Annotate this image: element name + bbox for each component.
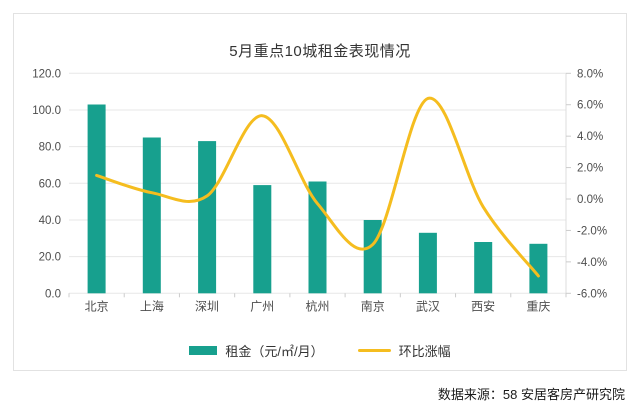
chart-title: 5月重点10城租金表现情况 [229, 43, 411, 60]
x-axis-label: 杭州 [305, 298, 329, 313]
right-axis-tick-label: 6.0% [577, 100, 603, 112]
bar-西安 [474, 242, 493, 294]
left-axis-tick-label: 60.0 [39, 178, 61, 190]
right-axis-tick-label: 8.0% [577, 68, 603, 80]
right-axis-tick-label: 0.0% [577, 194, 603, 206]
x-axis-label: 北京 [85, 299, 109, 313]
bar-上海 [142, 137, 161, 294]
x-axis-label: 武汉 [416, 299, 440, 313]
bar-深圳 [198, 141, 217, 294]
x-axis-label: 南京 [361, 298, 385, 313]
right-axis-tick-label: -6.0% [577, 288, 607, 300]
left-axis-tick-label: 120.0 [32, 68, 61, 80]
right-axis-tick-label: 4.0% [577, 131, 603, 143]
legend: 租金（元/㎡/月） 环比涨幅 [0, 341, 640, 359]
legend-bar-label: 租金（元/㎡/月） [225, 343, 324, 359]
left-axis-tick-label: 20.0 [39, 252, 61, 264]
left-axis-tick-label: 100.0 [32, 105, 61, 117]
bar-重庆 [529, 243, 548, 294]
data-source: 数据来源：58 安居客房产研究院 [437, 387, 625, 402]
right-axis-tick-label: -2.0% [577, 225, 607, 237]
left-axis-tick-label: 0.0 [45, 288, 61, 300]
x-axis-label: 西安 [471, 298, 495, 313]
x-axis-label: 上海 [140, 298, 164, 313]
left-axis-tick-label: 80.0 [39, 142, 61, 154]
bar-杭州 [308, 181, 327, 294]
x-axis-label: 广州 [250, 299, 274, 313]
legend-bar-swatch [189, 345, 218, 355]
legend-line-label: 环比涨幅 [398, 343, 451, 359]
rent-bars [87, 104, 548, 294]
mom-change-curve [95, 96, 540, 278]
bar-北京 [87, 104, 106, 294]
x-axis-label: 深圳 [195, 299, 219, 313]
bar-广州 [253, 185, 272, 294]
right-axis-tick-label: 2.0% [577, 163, 603, 175]
legend-line-swatch [357, 348, 391, 352]
axis-labels: 120.0 100.0 80.0 60.0 40.0 20.0 0.0 8.0% 6.0% 4.0… [32, 68, 607, 313]
right-axis-tick-label: -4.0% [577, 257, 607, 269]
mom-change-line [95, 96, 540, 278]
x-axis-label: 重庆 [526, 299, 550, 313]
bar-南京 [363, 220, 382, 294]
left-axis-tick-label: 40.0 [39, 215, 61, 227]
bar-武汉 [418, 232, 437, 294]
